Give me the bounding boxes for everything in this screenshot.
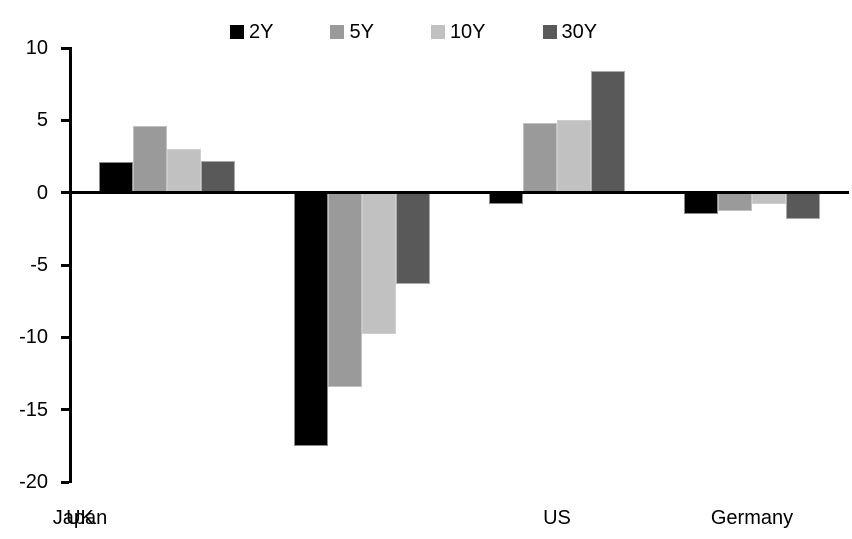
legend-label-10y: 10Y xyxy=(449,21,486,43)
y-axis-tick xyxy=(61,191,69,195)
y-axis-tick-label: -5 xyxy=(30,254,48,276)
y-axis-tick xyxy=(61,335,69,339)
bar-japan-2y xyxy=(683,192,718,215)
legend-label-30y: 30Y xyxy=(561,21,598,43)
y-axis-line xyxy=(68,47,72,483)
y-axis-tick-label: -20 xyxy=(19,471,48,493)
x-axis-category-label-us: US xyxy=(543,507,571,529)
y-axis-tick xyxy=(61,263,69,267)
legend-item-10y: 10Y xyxy=(430,20,486,44)
y-axis-tick xyxy=(61,408,69,412)
legend-item-30y: 30Y xyxy=(542,20,598,44)
bar-uk-10y xyxy=(556,120,591,193)
y-axis-tick-label: -10 xyxy=(19,326,48,349)
x-axis-category-label-uk: UK xyxy=(66,507,94,529)
bar-us-10y xyxy=(167,149,202,193)
bar-japan-30y xyxy=(785,192,820,219)
legend-swatch-30y xyxy=(542,25,557,39)
bar-germany-5y xyxy=(328,192,363,387)
y-axis-tick xyxy=(61,480,69,484)
legend-swatch-5y xyxy=(330,25,345,39)
bar-uk-30y xyxy=(590,71,625,193)
bar-germany-2y xyxy=(294,192,329,446)
legend-label-2y: 2Y xyxy=(249,21,274,43)
bar-us-2y xyxy=(99,162,134,193)
plot-area: 10 5 0 -5 -10 -15 -20 xyxy=(19,37,849,493)
bar-us-5y xyxy=(133,126,168,193)
bar-germany-30y xyxy=(396,192,431,284)
y-axis-tick-label: 0 xyxy=(36,181,48,204)
y-axis-tick xyxy=(61,118,69,122)
legend-swatch-10y xyxy=(430,25,445,39)
bar-uk-2y xyxy=(488,192,523,205)
bar-germany-10y xyxy=(362,192,397,335)
legend-item-5y: 5Y xyxy=(330,20,374,44)
x-axis-category-label-japan: Japan xyxy=(52,507,108,529)
legend-swatch-2y xyxy=(230,25,244,39)
legend-label-5y: 5Y xyxy=(349,21,374,43)
legend: 2Y 5Y 10Y 30Y xyxy=(230,20,597,44)
bar-japan-10y xyxy=(751,192,786,205)
zero-baseline xyxy=(70,191,849,195)
legend-item-2y: 2Y xyxy=(230,20,273,44)
bar-uk-5y xyxy=(522,123,557,193)
y-axis-tick-label: 5 xyxy=(36,109,48,132)
bar-us-30y xyxy=(201,160,236,193)
y-axis-tick-label: -15 xyxy=(19,398,48,421)
y-axis-tick xyxy=(61,46,69,50)
bar-japan-5y xyxy=(717,192,752,212)
x-axis-category-label-germany: Germany xyxy=(710,507,794,529)
y-axis-tick-label: 10 xyxy=(25,37,48,59)
